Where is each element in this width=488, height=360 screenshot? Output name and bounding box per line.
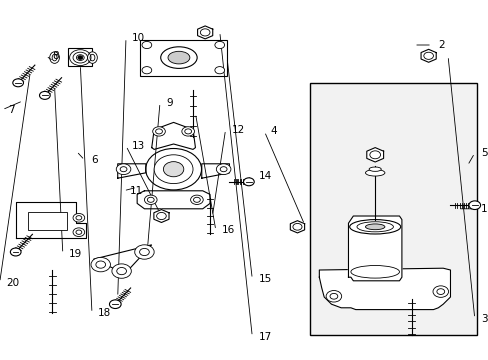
Text: 16: 16 (222, 225, 235, 235)
Text: 20: 20 (6, 278, 19, 288)
Bar (28, 212, 66, 230)
Circle shape (214, 67, 224, 74)
Circle shape (182, 127, 194, 136)
Polygon shape (366, 148, 383, 162)
Text: 12: 12 (231, 125, 244, 135)
Ellipse shape (368, 167, 381, 171)
Text: 3: 3 (480, 314, 487, 324)
Circle shape (13, 79, 23, 87)
Text: 4: 4 (270, 126, 277, 136)
Circle shape (112, 264, 131, 278)
Circle shape (40, 91, 50, 99)
Bar (139, 40, 226, 76)
Text: 2: 2 (437, 40, 444, 50)
Polygon shape (154, 210, 169, 222)
Text: 15: 15 (258, 274, 271, 284)
Bar (309, 83, 476, 335)
Text: 9: 9 (166, 98, 173, 108)
Text: 11: 11 (130, 186, 143, 196)
Circle shape (243, 178, 254, 186)
Polygon shape (137, 191, 209, 209)
Circle shape (73, 228, 84, 237)
Circle shape (73, 213, 84, 222)
Polygon shape (151, 122, 195, 149)
Ellipse shape (356, 222, 393, 232)
Polygon shape (16, 202, 86, 238)
Polygon shape (420, 49, 435, 62)
Ellipse shape (365, 170, 384, 176)
Polygon shape (348, 216, 401, 281)
Ellipse shape (87, 52, 97, 63)
Ellipse shape (350, 266, 399, 278)
Circle shape (214, 41, 224, 49)
Polygon shape (290, 221, 304, 233)
Circle shape (468, 201, 480, 210)
Text: 7: 7 (8, 105, 15, 115)
Circle shape (142, 41, 151, 49)
Text: 6: 6 (91, 155, 98, 165)
Ellipse shape (145, 149, 201, 190)
Text: 8: 8 (52, 51, 59, 61)
Circle shape (325, 291, 341, 302)
Text: 10: 10 (132, 33, 145, 43)
Circle shape (152, 127, 165, 136)
Circle shape (109, 300, 121, 309)
Text: 17: 17 (258, 332, 271, 342)
Circle shape (216, 164, 230, 175)
Text: 18: 18 (98, 308, 111, 318)
Ellipse shape (154, 155, 193, 184)
Ellipse shape (163, 162, 183, 177)
Circle shape (10, 248, 21, 256)
Circle shape (116, 164, 131, 175)
Polygon shape (93, 245, 151, 274)
Circle shape (190, 195, 203, 204)
Circle shape (432, 286, 447, 297)
Circle shape (144, 195, 157, 204)
Text: 19: 19 (69, 249, 82, 259)
Ellipse shape (50, 52, 60, 63)
Bar (67, 48, 92, 66)
Polygon shape (202, 164, 229, 178)
Ellipse shape (161, 47, 197, 68)
Circle shape (135, 245, 154, 259)
Ellipse shape (365, 224, 384, 230)
Polygon shape (197, 26, 212, 39)
Circle shape (142, 67, 151, 74)
Text: 13: 13 (132, 141, 145, 151)
Ellipse shape (349, 220, 400, 234)
Circle shape (78, 56, 82, 59)
Circle shape (91, 257, 110, 272)
Text: 5: 5 (480, 148, 487, 158)
Text: 1: 1 (480, 204, 487, 214)
Ellipse shape (168, 51, 189, 64)
Polygon shape (118, 164, 145, 178)
Polygon shape (319, 268, 449, 310)
Text: 14: 14 (258, 171, 271, 181)
